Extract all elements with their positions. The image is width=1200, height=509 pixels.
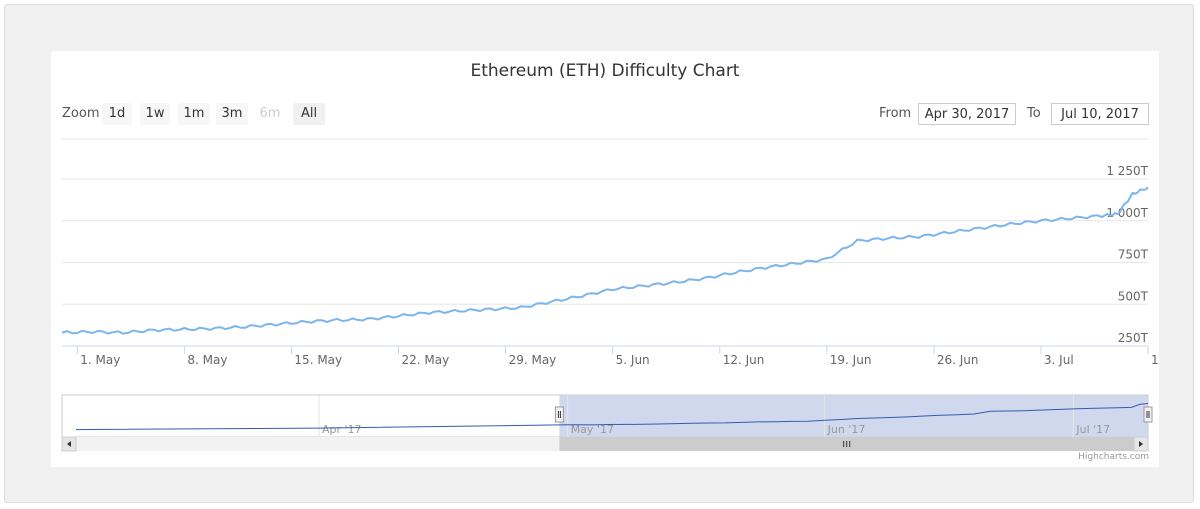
navigator-x-label: Jun '17 <box>827 423 866 436</box>
navigator-x-label: May '17 <box>571 423 614 436</box>
chart-title: Ethereum (ETH) Difficulty Chart <box>470 61 740 81</box>
range-to-label: To <box>1027 106 1041 121</box>
x-tick-label: 10. Jul <box>1151 353 1159 367</box>
x-tick-label: 22. May <box>402 353 450 367</box>
y-tick-label: 500T <box>1118 289 1149 303</box>
y-tick-label: 750T <box>1118 248 1149 262</box>
scroll-left-arrow-icon <box>67 441 71 447</box>
handle-box <box>1143 406 1153 423</box>
x-tick-label: 5. Jun <box>616 353 650 367</box>
x-tick-label: 12. Jun <box>723 353 765 367</box>
difficulty-series-line <box>61 186 1149 335</box>
zoom-3m-button[interactable]: 3m <box>216 103 248 125</box>
navigator-series-line <box>75 403 1149 431</box>
zoom-all-button[interactable]: All <box>293 103 325 125</box>
x-tick-label: 19. Jun <box>830 353 872 367</box>
x-tick-label: 15. May <box>294 353 342 367</box>
zoom-label: Zoom <box>62 106 100 121</box>
navigator-left-handle[interactable] <box>554 406 564 423</box>
zoom-1d-button[interactable]: 1d <box>102 103 132 125</box>
x-tick-label: 26. Jun <box>937 353 979 367</box>
range-to-input[interactable]: Jul 10, 2017 <box>1051 103 1149 125</box>
scroll-right-arrow-icon <box>1139 441 1143 447</box>
navigator-right-handle[interactable] <box>1143 406 1153 423</box>
x-tick-label: 29. May <box>509 353 557 367</box>
x-tick-label: 3. Jul <box>1044 353 1074 367</box>
range-from-input[interactable]: Apr 30, 2017 <box>918 103 1016 125</box>
y-tick-label: 1 250T <box>1106 164 1148 178</box>
navigator-x-label: Apr '17 <box>322 423 362 436</box>
zoom-6m-button: 6m <box>259 106 281 121</box>
credits-link[interactable]: Highcharts.com <box>1078 452 1149 462</box>
zoom-1m-button[interactable]: 1m <box>178 103 210 125</box>
navigator-x-label: Jul '17 <box>1075 423 1110 436</box>
x-tick-label: 1. May <box>80 353 120 367</box>
range-from-label: From <box>879 106 912 121</box>
chart-frame: Ethereum (ETH) Difficulty Chart Zoom 1d … <box>4 4 1194 503</box>
navigator-selected-range <box>559 395 1148 437</box>
y-tick-label: 250T <box>1118 331 1149 345</box>
difficulty-chart: 250T 500T 750T 1 000T 1 250T 1. May 8. May 15. … <box>61 138 1159 452</box>
y-tick-label: 1 000T <box>1106 206 1148 220</box>
x-tick-label: 8. May <box>187 353 227 367</box>
handle-box <box>554 406 564 423</box>
chart-panel: Ethereum (ETH) Difficulty Chart Zoom 1d … <box>51 51 1159 467</box>
zoom-1w-button[interactable]: 1w <box>140 103 170 125</box>
